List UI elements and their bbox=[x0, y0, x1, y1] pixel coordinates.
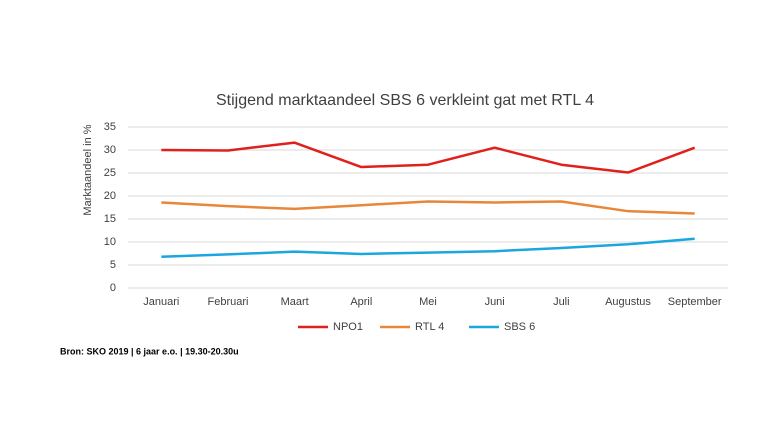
legend-label: NPO1 bbox=[333, 321, 363, 333]
x-tick-label: Januari bbox=[143, 296, 179, 308]
chart-title: Stijgend marktaandeel SBS 6 verkleint ga… bbox=[216, 92, 594, 109]
y-tick-label: 25 bbox=[104, 167, 116, 179]
y-tick-label: 0 bbox=[110, 282, 116, 294]
x-tick-label: April bbox=[350, 296, 372, 308]
x-tick-label: Juni bbox=[485, 296, 505, 308]
y-tick-label: 10 bbox=[104, 236, 116, 248]
y-tick-label: 30 bbox=[104, 144, 116, 156]
series-line bbox=[161, 200, 695, 215]
x-tick-label: September bbox=[668, 296, 722, 308]
legend-label: SBS 6 bbox=[504, 321, 535, 333]
series-line bbox=[161, 237, 695, 258]
y-tick-label: 35 bbox=[104, 121, 116, 133]
x-tick-label: Juli bbox=[553, 296, 570, 308]
y-tick-label: 5 bbox=[110, 259, 116, 271]
y-tick-label: 20 bbox=[104, 190, 116, 202]
y-tick-label: 15 bbox=[104, 213, 116, 225]
y-axis-label: Marktaandeel in % bbox=[82, 124, 94, 215]
legend-label: RTL 4 bbox=[415, 321, 444, 333]
x-tick-label: Februari bbox=[208, 296, 249, 308]
x-tick-label: Augustus bbox=[605, 296, 651, 308]
source-note: Bron: SKO 2019 | 6 jaar e.o. | 19.30-20.… bbox=[60, 346, 239, 356]
x-tick-label: Maart bbox=[281, 296, 309, 308]
series-line bbox=[161, 141, 696, 174]
x-tick-label: Mei bbox=[419, 296, 437, 308]
